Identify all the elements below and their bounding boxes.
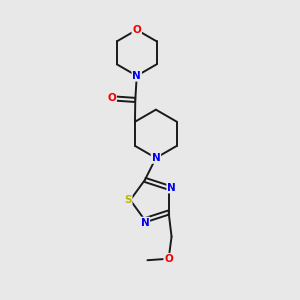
Text: N: N bbox=[132, 71, 141, 81]
Text: O: O bbox=[164, 254, 173, 264]
Text: S: S bbox=[124, 195, 132, 205]
Text: N: N bbox=[167, 183, 176, 193]
Text: N: N bbox=[140, 218, 149, 228]
Text: N: N bbox=[152, 153, 160, 163]
Text: O: O bbox=[107, 94, 116, 103]
Text: O: O bbox=[132, 25, 141, 35]
